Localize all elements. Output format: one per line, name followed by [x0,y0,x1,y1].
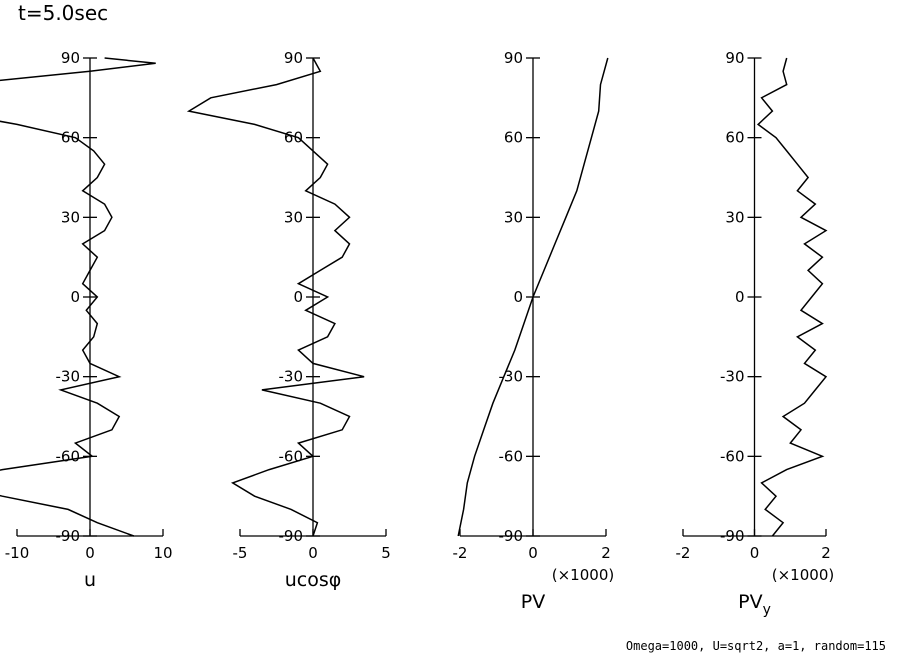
x-tick-label: 10 [153,544,172,562]
y-tick-label: -90 [499,527,524,545]
x-axis-label-text: u [84,569,96,591]
y-tick-label: -90 [720,527,745,545]
y-tick-label: 0 [735,288,745,306]
profile-line [186,57,365,537]
profile-line [457,57,609,537]
y-tick-label: 30 [61,208,80,226]
x-tick-label: 2 [601,544,611,562]
y-tick-label: -90 [279,527,304,545]
x-tick-label: 0 [528,544,538,562]
x-axis-label-text: ucosφ [285,569,342,591]
y-tick-label: -60 [499,447,524,465]
y-tick-label: 0 [293,288,303,306]
y-tick-label: -30 [56,368,81,386]
y-tick-label: -90 [56,527,81,545]
y-tick-label: 60 [504,129,523,147]
y-tick-label: 0 [70,288,80,306]
x-axis-label-text: PV [521,591,545,613]
x-tick-label: -5 [233,544,248,562]
y-tick-label: 0 [513,288,523,306]
x-tick-label: 0 [85,544,95,562]
x-axis-label: u [84,569,96,591]
y-tick-label: -60 [720,447,745,465]
multiplier-label: (×1000) [772,566,834,584]
y-tick-label: -60 [56,447,81,465]
y-tick-label: 30 [504,208,523,226]
y-tick-label: -30 [720,368,745,386]
y-tick-label: 30 [284,208,303,226]
y-tick-label: 90 [725,49,744,67]
profile-line [756,57,828,537]
y-tick-label: 60 [284,129,303,147]
title: t=5.0sec [18,1,108,25]
multiplier-label: (×1000) [552,566,614,584]
x-tick-label: 5 [381,544,391,562]
footer: Omega=1000, U=sqrt2, a=1, random=115 [626,639,886,653]
y-tick-label: -30 [499,368,524,386]
x-axis-label-text: PV [738,591,762,613]
y-tick-label: -30 [279,368,304,386]
x-tick-label: 0 [308,544,318,562]
y-tick-label: 30 [725,208,744,226]
y-tick-label: 60 [61,129,80,147]
x-tick-label: 2 [821,544,831,562]
x-tick-label: -10 [5,544,30,562]
x-axis-label: PV [521,591,545,613]
y-tick-label: 60 [725,129,744,147]
profile-line [0,57,156,537]
x-tick-label: -2 [453,544,468,562]
x-tick-label: 0 [750,544,760,562]
y-tick-label: 90 [504,49,523,67]
x-axis-label: ucosφ [285,569,342,591]
x-axis-label-sub: y [763,602,771,618]
x-tick-label: -2 [676,544,691,562]
x-axis-label: PVy [738,591,771,618]
y-tick-label: 90 [284,49,303,67]
y-tick-label: 90 [61,49,80,67]
